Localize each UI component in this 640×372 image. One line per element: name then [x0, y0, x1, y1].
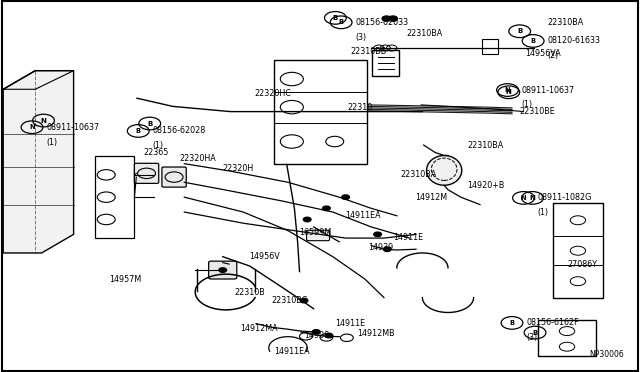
Text: 14956VA: 14956VA: [525, 49, 561, 58]
Text: N: N: [505, 87, 510, 93]
Text: 14957M: 14957M: [109, 275, 141, 284]
Text: 14939: 14939: [368, 243, 393, 251]
Circle shape: [383, 247, 391, 251]
Text: 22310B: 22310B: [234, 288, 265, 297]
Text: 22310BA: 22310BA: [547, 18, 584, 27]
Text: 27086Y: 27086Y: [567, 260, 597, 269]
Text: 14912M: 14912M: [415, 193, 447, 202]
Text: (3): (3): [355, 33, 366, 42]
Text: 14911EA: 14911EA: [346, 211, 381, 219]
Circle shape: [323, 206, 330, 211]
Text: B: B: [532, 330, 538, 336]
Text: 08156-62033: 08156-62033: [355, 18, 408, 27]
Circle shape: [342, 195, 349, 199]
Ellipse shape: [426, 155, 462, 185]
Text: 22320H: 22320H: [223, 164, 254, 173]
Text: 22320HC: 22320HC: [255, 89, 292, 98]
Text: 14911EA: 14911EA: [274, 347, 310, 356]
FancyBboxPatch shape: [134, 163, 159, 183]
Text: 14956V: 14956V: [250, 252, 280, 261]
Circle shape: [388, 16, 397, 21]
Circle shape: [382, 16, 391, 21]
Text: 22310BA: 22310BA: [406, 29, 443, 38]
Text: N: N: [506, 89, 512, 95]
Text: 22310BA: 22310BA: [401, 170, 437, 179]
Text: B: B: [339, 19, 344, 25]
Text: B: B: [517, 28, 522, 34]
Text: 14908: 14908: [305, 331, 330, 340]
FancyBboxPatch shape: [209, 261, 237, 279]
Text: 22365: 22365: [143, 148, 169, 157]
Text: (1): (1): [522, 100, 532, 109]
Text: 14911E: 14911E: [335, 319, 365, 328]
Text: 14911E: 14911E: [394, 233, 424, 242]
Text: 08911-10637: 08911-10637: [522, 86, 575, 94]
Text: 08120-61633: 08120-61633: [547, 36, 600, 45]
Text: 14912MB: 14912MB: [357, 329, 395, 338]
Text: (3): (3): [526, 333, 537, 342]
Text: 08156-6162F: 08156-6162F: [526, 318, 579, 327]
Text: 08911-10637: 08911-10637: [46, 123, 99, 132]
Text: 14920+B: 14920+B: [467, 182, 504, 190]
Text: B: B: [333, 15, 338, 21]
Text: (1): (1): [538, 208, 548, 217]
Text: 22310BC: 22310BC: [271, 296, 308, 305]
Text: N: N: [29, 124, 35, 130]
Text: N: N: [40, 118, 47, 124]
Text: 22310: 22310: [348, 103, 372, 112]
Text: B: B: [531, 38, 536, 44]
Circle shape: [374, 232, 381, 237]
Text: 16599M: 16599M: [300, 228, 332, 237]
Text: B: B: [147, 121, 152, 126]
Circle shape: [312, 330, 320, 334]
Circle shape: [325, 333, 333, 338]
Polygon shape: [3, 71, 74, 253]
Text: N: N: [521, 195, 526, 201]
Text: N: N: [529, 195, 536, 201]
Text: (1): (1): [152, 141, 163, 150]
FancyBboxPatch shape: [307, 230, 330, 241]
Text: (2): (2): [547, 51, 559, 60]
Text: NP30006: NP30006: [589, 350, 623, 359]
Text: 22320HA: 22320HA: [179, 154, 216, 163]
Text: 08911-1082G: 08911-1082G: [538, 193, 592, 202]
Circle shape: [300, 298, 308, 303]
Text: 14912MA: 14912MA: [241, 324, 278, 333]
Text: 08156-62028: 08156-62028: [152, 126, 205, 135]
Text: (1): (1): [46, 138, 57, 147]
Text: B: B: [136, 128, 141, 134]
Text: B: B: [509, 320, 515, 326]
Text: 22310BB: 22310BB: [351, 47, 387, 56]
Circle shape: [219, 268, 227, 272]
FancyBboxPatch shape: [162, 167, 186, 187]
Circle shape: [303, 217, 311, 222]
Text: 22310BA: 22310BA: [467, 141, 504, 150]
Text: 22310BE: 22310BE: [520, 107, 556, 116]
